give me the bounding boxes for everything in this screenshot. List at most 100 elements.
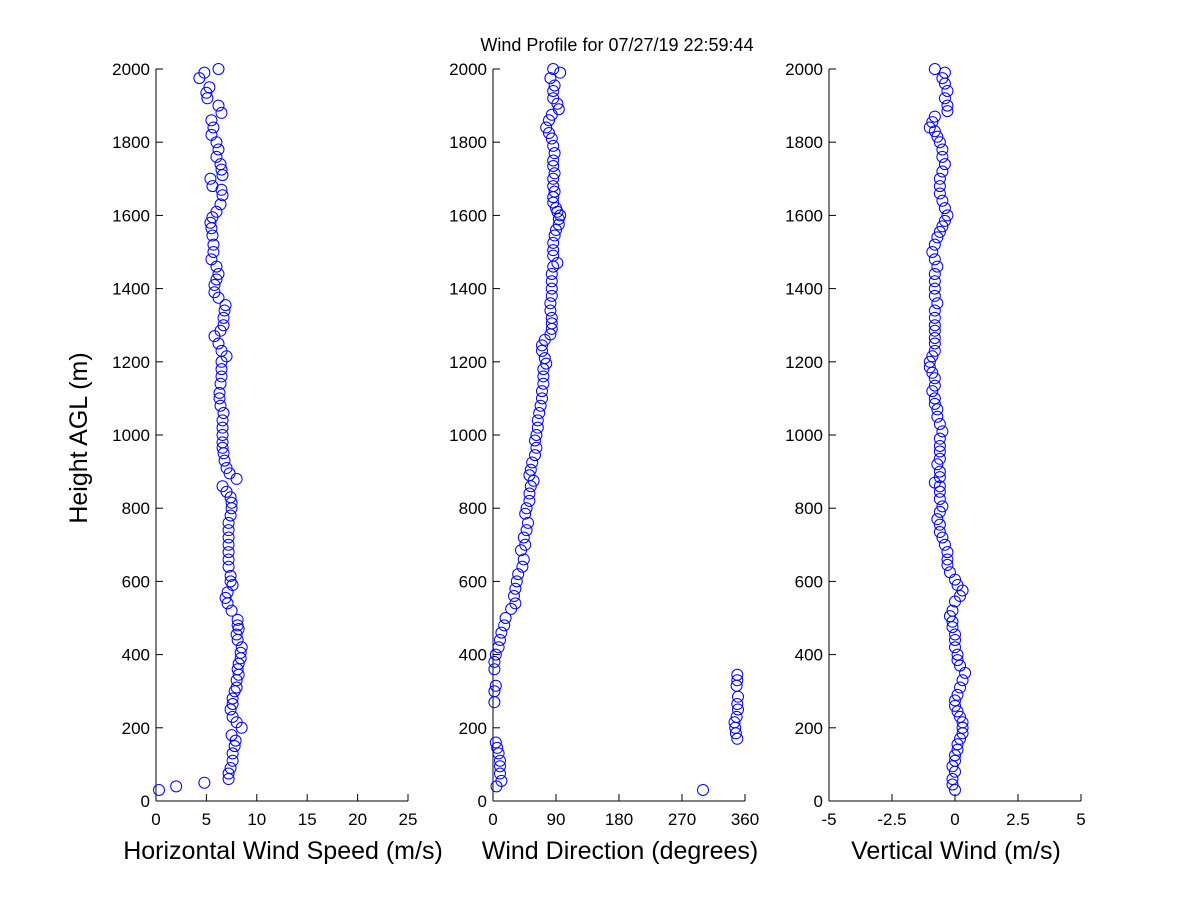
data-point-direction bbox=[522, 516, 534, 529]
data-point-speed bbox=[203, 81, 216, 94]
data-point-vertical bbox=[928, 372, 941, 385]
data-point-direction bbox=[538, 352, 551, 365]
data-point-vertical bbox=[928, 282, 941, 295]
data-point-direction bbox=[550, 202, 562, 215]
data-point-direction bbox=[731, 674, 744, 687]
y-tick-label: 2000 bbox=[112, 60, 150, 79]
horizontal-wind-speed-panel: 0 200 400 600 800 1000 1200 1400 1600 1800 2000 0 5 1… bbox=[112, 60, 443, 865]
data-point-speed bbox=[224, 509, 237, 522]
x-tick-label: -5 bbox=[821, 810, 836, 829]
data-point-direction bbox=[536, 344, 548, 357]
data-point-direction bbox=[495, 774, 508, 787]
data-point-vertical bbox=[933, 471, 946, 484]
data-point-speed bbox=[210, 205, 223, 218]
y-tick-label: 1800 bbox=[449, 133, 487, 152]
vertical-wind-panel: 0 200 400 600 800 1000 1200 1400 1600 1800 2000 -5 -… bbox=[785, 60, 1086, 865]
data-point-direction bbox=[494, 633, 506, 646]
data-point-speed bbox=[216, 436, 229, 449]
data-point-direction bbox=[547, 172, 560, 185]
data-point-speed bbox=[206, 229, 219, 242]
data-point-direction bbox=[551, 256, 564, 269]
data-point-direction bbox=[488, 685, 501, 698]
y-tick-label: 600 bbox=[122, 572, 150, 591]
data-point-direction bbox=[512, 568, 525, 581]
y-tick-label: 600 bbox=[459, 572, 487, 591]
data-point-vertical bbox=[941, 209, 954, 222]
data-point-vertical bbox=[951, 579, 964, 592]
data-point-direction bbox=[492, 641, 505, 654]
data-point-direction bbox=[545, 311, 558, 324]
data-point-direction bbox=[494, 760, 506, 773]
data-point-direction bbox=[548, 79, 561, 92]
data-point-direction bbox=[731, 668, 744, 681]
data-point-direction bbox=[523, 469, 536, 482]
data-point-vertical bbox=[946, 621, 959, 634]
data-point-direction bbox=[544, 72, 557, 85]
data-point-speed bbox=[226, 698, 239, 711]
data-point-speed bbox=[208, 286, 221, 299]
data-point-speed bbox=[215, 370, 228, 383]
data-point-speed bbox=[210, 260, 223, 273]
data-point-speed bbox=[222, 553, 235, 566]
data-point-speed bbox=[217, 407, 230, 420]
data-point-direction bbox=[494, 767, 506, 780]
data-point-vertical bbox=[941, 546, 954, 559]
data-point-speed bbox=[212, 267, 225, 280]
data-point-direction bbox=[488, 655, 501, 668]
data-point-vertical bbox=[938, 202, 951, 215]
data-point-vertical bbox=[926, 385, 939, 398]
data-point-speed bbox=[226, 747, 239, 760]
y-tick-label: 1600 bbox=[785, 206, 823, 225]
data-point-speed bbox=[226, 710, 239, 723]
x-tick-label: 360 bbox=[731, 810, 759, 829]
data-point-vertical bbox=[941, 84, 954, 97]
x-tick-label: 2.5 bbox=[1006, 810, 1030, 829]
data-point-direction bbox=[545, 317, 558, 330]
x-tick-label: 90 bbox=[547, 810, 566, 829]
data-point-direction bbox=[545, 282, 558, 295]
data-point-vertical bbox=[951, 705, 964, 718]
data-point-direction bbox=[523, 487, 536, 500]
data-point-vertical bbox=[954, 590, 967, 603]
data-point-direction bbox=[548, 185, 561, 198]
data-point-direction bbox=[529, 434, 541, 447]
data-point-speed bbox=[170, 780, 183, 793]
data-point-vertical bbox=[949, 641, 961, 654]
y-tick-label: 0 bbox=[478, 792, 487, 811]
data-point-speed bbox=[225, 604, 238, 617]
data-point-direction bbox=[544, 297, 557, 310]
data-point-speed bbox=[205, 128, 218, 141]
data-point-speed bbox=[218, 454, 231, 467]
data-point-direction bbox=[519, 507, 532, 520]
data-point-direction bbox=[547, 63, 560, 75]
data-point-vertical bbox=[923, 361, 936, 374]
data-point-speed bbox=[204, 172, 217, 185]
data-point-direction bbox=[697, 784, 709, 797]
data-point-vertical bbox=[941, 105, 954, 118]
data-point-direction bbox=[544, 304, 557, 317]
data-point-direction bbox=[545, 289, 558, 302]
data-point-vertical bbox=[933, 465, 946, 478]
data-point-speed bbox=[218, 304, 231, 317]
data-point-direction bbox=[530, 441, 543, 454]
data-point-speed bbox=[222, 531, 235, 544]
data-point-vertical bbox=[928, 63, 941, 75]
data-point-vertical bbox=[938, 92, 951, 105]
x-tick-label: 5 bbox=[202, 810, 211, 829]
data-point-vertical bbox=[928, 289, 941, 302]
data-point-speed bbox=[210, 273, 223, 286]
data-point-direction bbox=[519, 538, 532, 551]
data-point-direction bbox=[547, 159, 560, 172]
data-point-vertical bbox=[928, 238, 941, 251]
data-point-speed bbox=[210, 150, 223, 163]
data-point-speed bbox=[222, 538, 235, 551]
data-point-speed bbox=[222, 524, 235, 537]
data-point-vertical bbox=[928, 311, 941, 324]
y-tick-label: 0 bbox=[814, 792, 823, 811]
data-point-speed bbox=[223, 467, 236, 480]
data-point-vertical bbox=[923, 355, 936, 368]
data-point-direction bbox=[489, 679, 502, 692]
y-tick-label: 400 bbox=[122, 646, 150, 665]
data-point-direction bbox=[531, 414, 544, 427]
data-point-speed bbox=[212, 143, 225, 156]
